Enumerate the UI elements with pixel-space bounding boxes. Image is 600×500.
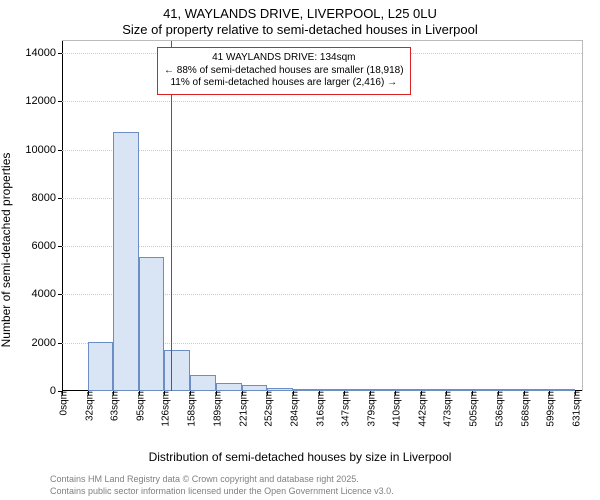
x-tick-label: 126sqm — [157, 391, 172, 427]
x-tick-label: 347sqm — [336, 391, 351, 427]
x-tick-label: 63sqm — [106, 391, 121, 421]
y-tick-label: 2000 — [32, 337, 62, 349]
gridline — [62, 246, 582, 247]
y-axis-label: Number of semi-detached properties — [0, 153, 13, 348]
x-tick-label: 599sqm — [541, 391, 556, 427]
x-tick-label: 189sqm — [208, 391, 223, 427]
chart-title-line2: Size of property relative to semi-detach… — [0, 22, 600, 37]
histogram-bar — [498, 389, 524, 391]
y-tick-label: 6000 — [32, 240, 62, 252]
y-tick-label: 12000 — [25, 95, 62, 107]
histogram-bar — [524, 389, 549, 391]
gridline — [62, 150, 582, 151]
y-tick-label: 10000 — [25, 144, 62, 156]
x-tick-label: 631sqm — [567, 391, 582, 427]
x-tick-label: 568sqm — [516, 391, 531, 427]
x-axis-label: Distribution of semi-detached houses by … — [0, 450, 600, 464]
histogram-bar — [549, 389, 575, 391]
x-tick-label: 410sqm — [388, 391, 403, 427]
histogram-bar — [421, 389, 446, 391]
histogram-bar — [164, 350, 190, 391]
x-tick-label: 158sqm — [183, 391, 198, 427]
y-axis-line — [62, 41, 63, 391]
histogram-bar — [139, 257, 164, 391]
gridline — [62, 198, 582, 199]
x-tick-label: 95sqm — [132, 391, 147, 421]
x-tick-label: 536sqm — [490, 391, 505, 427]
histogram-bar — [216, 383, 242, 391]
histogram-bar — [190, 375, 215, 391]
annotation-box: 41 WAYLANDS DRIVE: 134sqm← 88% of semi-d… — [157, 47, 411, 95]
x-tick-label: 284sqm — [285, 391, 300, 427]
y-tick-label: 4000 — [32, 288, 62, 300]
histogram-bar — [395, 389, 421, 391]
histogram-bar — [267, 388, 293, 391]
histogram-bar — [113, 132, 139, 391]
histogram-bar — [370, 389, 395, 391]
x-tick-label: 379sqm — [362, 391, 377, 427]
y-tick-label: 14000 — [25, 47, 62, 59]
histogram-bar — [293, 389, 319, 391]
y-tick-label: 8000 — [32, 192, 62, 204]
x-tick-label: 32sqm — [81, 391, 96, 421]
x-tick-label: 473sqm — [439, 391, 454, 427]
annotation-line2: ← 88% of semi-detached houses are smalle… — [164, 65, 404, 78]
histogram-bar — [242, 385, 267, 391]
chart-container: 41, WAYLANDS DRIVE, LIVERPOOL, L25 0LU S… — [0, 0, 600, 500]
histogram-bar — [446, 389, 472, 391]
histogram-bar — [319, 389, 344, 391]
x-tick-label: 221sqm — [234, 391, 249, 427]
plot-area: 020004000600080001000012000140000sqm32sq… — [62, 40, 583, 391]
histogram-bar — [472, 389, 497, 391]
chart-title-line1: 41, WAYLANDS DRIVE, LIVERPOOL, L25 0LU — [0, 6, 600, 21]
x-tick-label: 505sqm — [465, 391, 480, 427]
gridline — [62, 101, 582, 102]
annotation-line3: 11% of semi-detached houses are larger (… — [164, 77, 404, 90]
histogram-bar — [344, 389, 370, 391]
attribution-line1: Contains HM Land Registry data © Crown c… — [50, 474, 359, 484]
x-tick-label: 252sqm — [259, 391, 274, 427]
x-tick-label: 316sqm — [311, 391, 326, 427]
attribution-line2: Contains public sector information licen… — [50, 486, 394, 496]
x-tick-label: 442sqm — [414, 391, 429, 427]
x-tick-label: 0sqm — [55, 391, 70, 415]
annotation-line1: 41 WAYLANDS DRIVE: 134sqm — [164, 52, 404, 65]
histogram-bar — [88, 342, 113, 391]
